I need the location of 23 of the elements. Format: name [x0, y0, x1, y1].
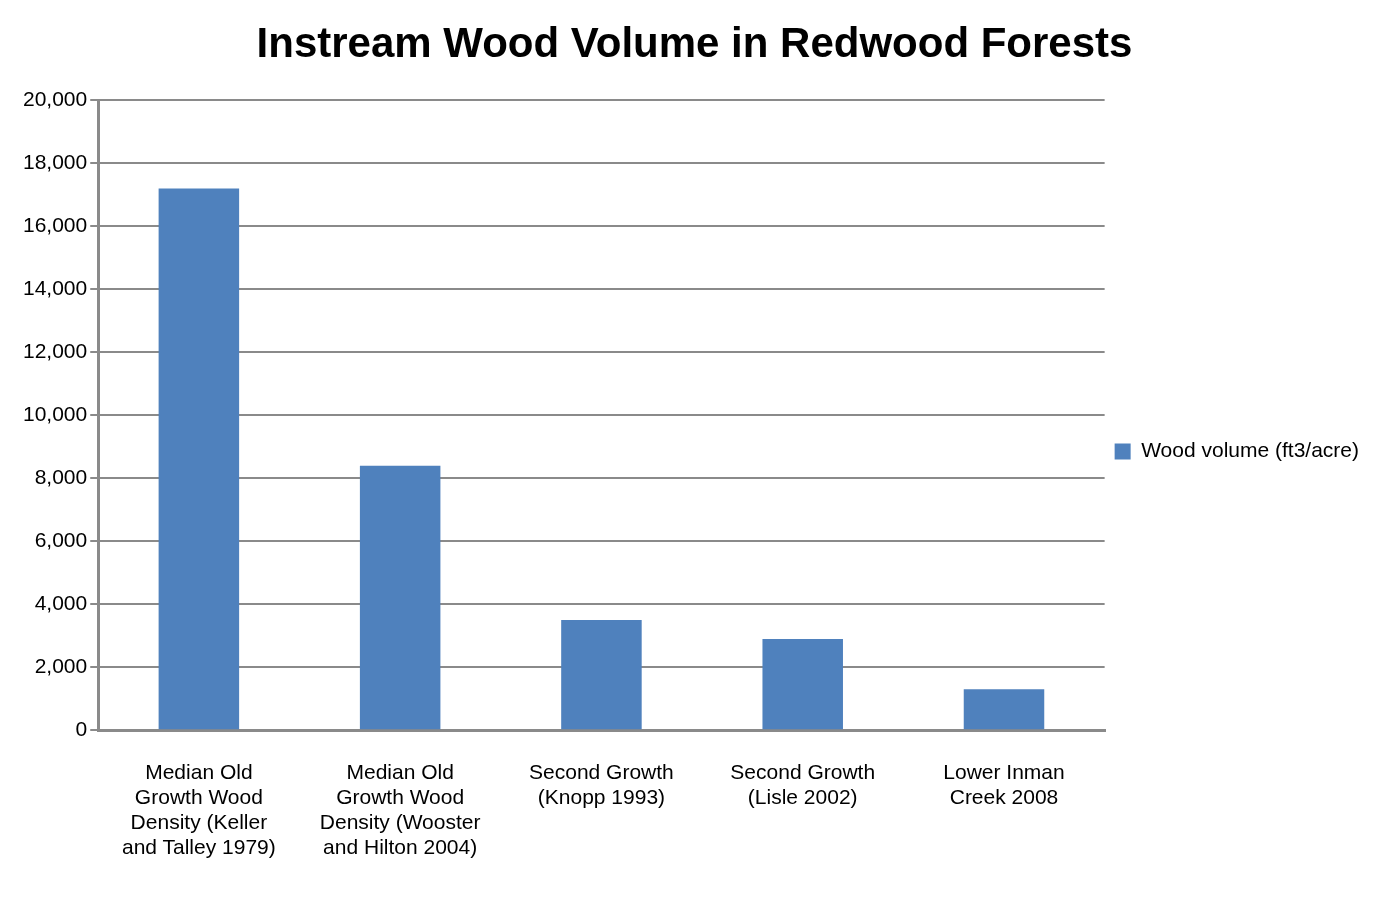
y-tick-label: 10,000 — [23, 402, 88, 426]
y-tick-label: 12,000 — [23, 339, 88, 363]
x-tick-label: Median Old Growth Wood Density (Keller and Talley 1979) — [122, 759, 276, 859]
y-tick-label: 18,000 — [23, 150, 88, 174]
x-tick-label: Second Growth (Knopp 1993) — [529, 759, 674, 808]
y-tick-label: 4,000 — [34, 591, 88, 615]
chart-title: Instream Wood Volume in Redwood Forests — [256, 18, 1133, 66]
y-tick-label: 8,000 — [34, 465, 88, 489]
bar — [359, 465, 441, 730]
bar — [158, 188, 240, 730]
y-tick-label: 2,000 — [34, 654, 88, 678]
bar — [762, 638, 843, 730]
x-tick-label: Second Growth (Lisle 2002) — [730, 759, 876, 808]
y-tick-label: 20,000 — [23, 87, 88, 111]
x-tick-label: Lower Inman Creek 2008 — [943, 759, 1065, 808]
y-tick-label: 16,000 — [23, 213, 88, 237]
x-tick-label: Median Old Growth Wood Density (Wooster and Hilton 2004) — [319, 759, 481, 859]
bar — [561, 619, 642, 730]
bar — [963, 689, 1045, 730]
legend-label: Wood volume (ft3/acre) — [1141, 438, 1360, 462]
y-tick-label: 0 — [75, 717, 88, 740]
y-tick-label: 14,000 — [23, 276, 88, 300]
y-tick-label: 6,000 — [34, 528, 88, 552]
